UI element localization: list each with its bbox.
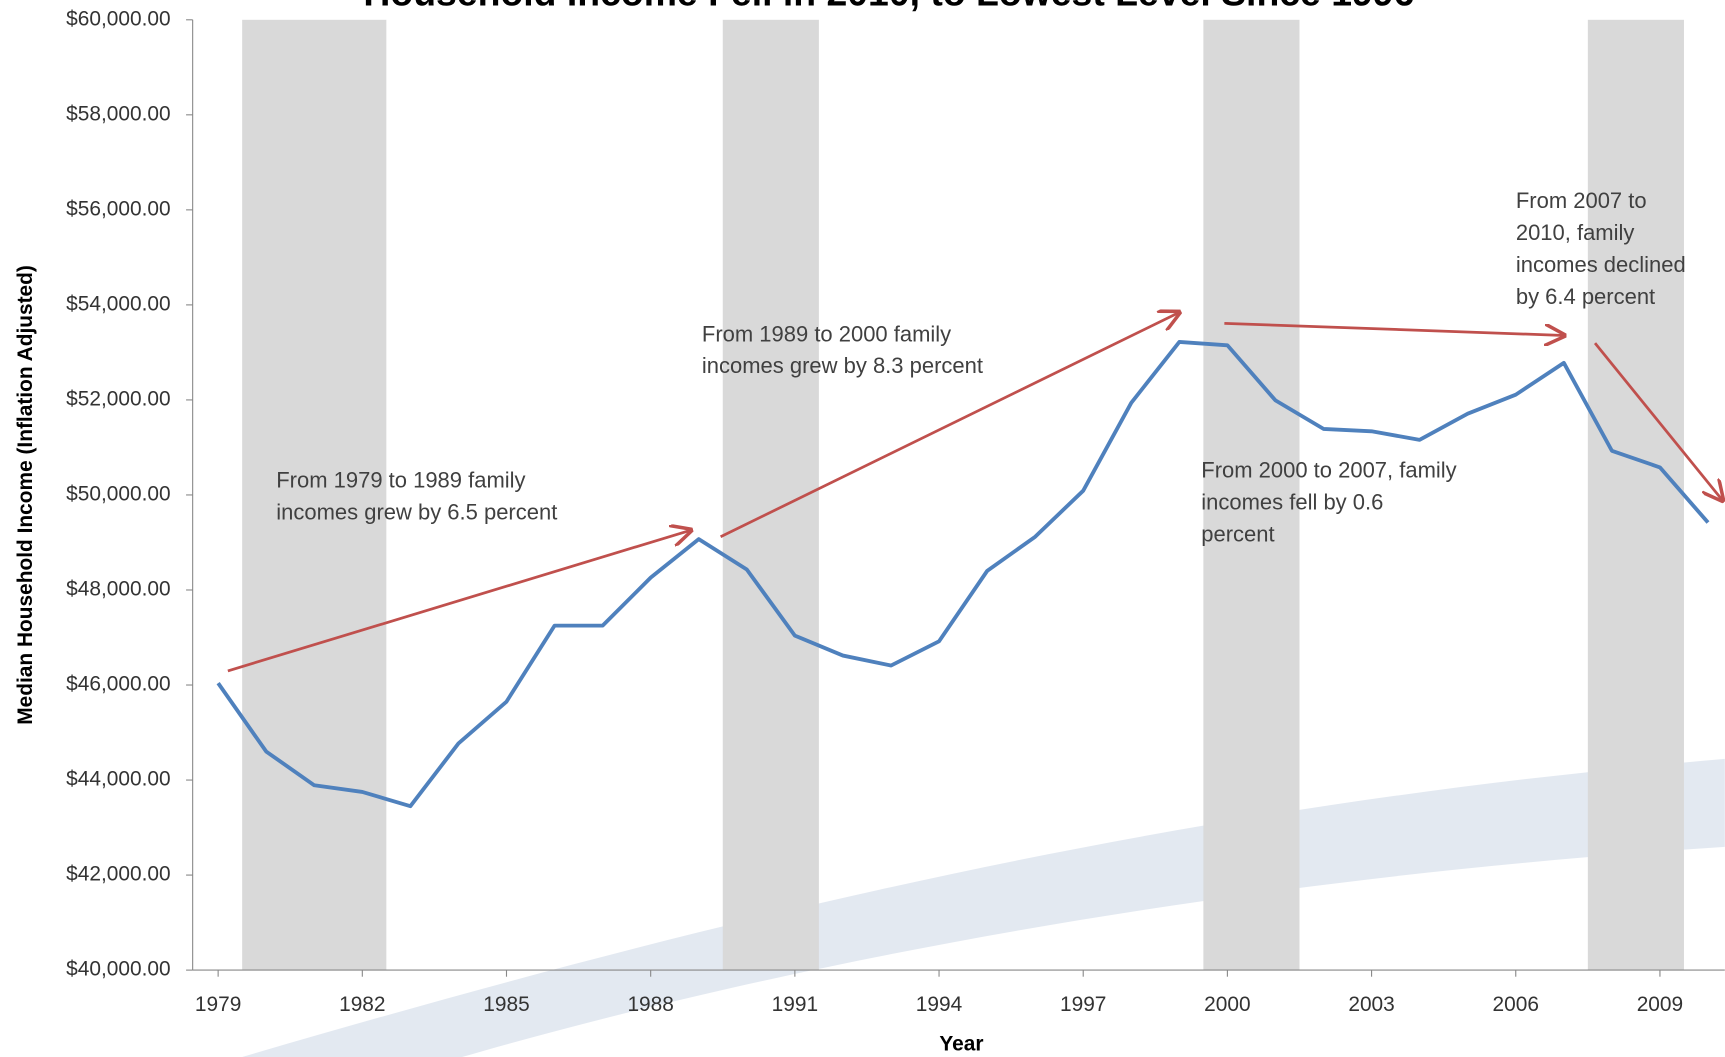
x-tick-label: 1991 [772, 993, 818, 1016]
y-tick-label: $54,000.00 [66, 292, 170, 315]
x-tick-label: 1979 [195, 993, 241, 1016]
x-tick-label: 2003 [1348, 993, 1394, 1016]
chart-title: Household Income Fell in 2010, to Lowest… [363, 0, 1414, 13]
x-tick-label: 1997 [1060, 993, 1106, 1016]
y-tick-label: $60,000.00 [66, 7, 170, 30]
x-tick-label: 1988 [627, 993, 673, 1016]
y-tick-label: $48,000.00 [66, 577, 170, 600]
shaded-span [722, 19, 819, 971]
x-tick-label: 1985 [483, 993, 529, 1016]
x-tick-label: 2000 [1204, 993, 1250, 1016]
data-line [216, 340, 1710, 809]
trend-arrow [227, 530, 691, 673]
annotation: From 2007 to [1516, 188, 1647, 213]
trend-arrow [1224, 321, 1564, 335]
annotation: incomes grew by 8.3 percent [702, 353, 983, 378]
y-tick-label: $42,000.00 [66, 863, 170, 886]
x-axis-label: Year [939, 1032, 983, 1055]
background-swoosh [242, 758, 1725, 1057]
annotation: From 2000 to 2007, family [1201, 458, 1456, 483]
arrows [227, 312, 1723, 673]
y-tick-label: $40,000.00 [66, 958, 170, 981]
x-tick-label: 1994 [916, 993, 962, 1016]
y-tick-label: $56,000.00 [66, 197, 170, 220]
annotation: incomes grew by 6.5 percent [276, 499, 557, 524]
shaded-span [1203, 19, 1300, 971]
annotation: 2010, family [1516, 220, 1635, 245]
y-tick-label: $46,000.00 [66, 673, 170, 696]
x-tick-label: 2009 [1637, 993, 1683, 1016]
x-tick-label: 1982 [339, 993, 385, 1016]
y-tick-label: $50,000.00 [66, 482, 170, 505]
y-tick-label: $44,000.00 [66, 768, 170, 791]
annotation: by 6.4 percent [1516, 284, 1655, 309]
annotation: From 1989 to 2000 family [702, 321, 951, 346]
annotation: incomes declined [1516, 252, 1686, 277]
annotation: incomes fell by 0.6 [1201, 490, 1383, 515]
annotation: percent [1201, 521, 1274, 546]
y-axis-label: Median Household Income (Inflation Adjus… [14, 265, 37, 725]
shaded-span [242, 19, 387, 971]
trend-arrow [720, 312, 1180, 538]
shaded-span [1587, 19, 1684, 971]
y-tick-label: $58,000.00 [66, 102, 170, 125]
x-tick-label: 2006 [1493, 993, 1539, 1016]
y-tick-label: $52,000.00 [66, 387, 170, 410]
trend-arrow [1593, 342, 1723, 500]
annotation: From 1979 to 1989 family [276, 468, 525, 493]
